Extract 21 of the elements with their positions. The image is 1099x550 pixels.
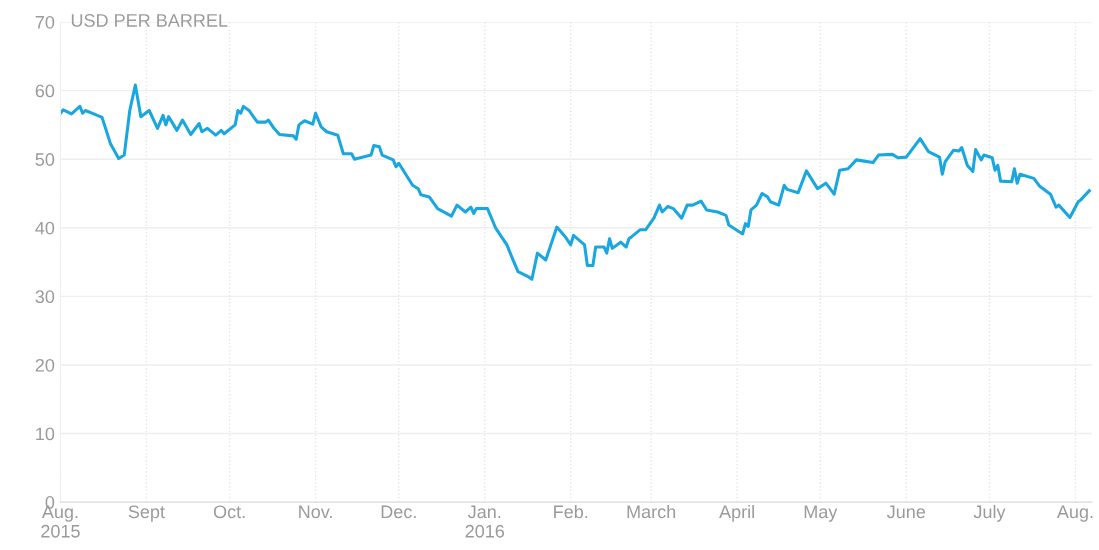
y-tick-label: 60 xyxy=(35,84,55,98)
y-tick-label: 20 xyxy=(35,358,55,372)
x-tick-label: May xyxy=(804,505,838,522)
y-tick-label: 50 xyxy=(35,153,55,166)
x-tick-label: Feb. xyxy=(554,504,588,519)
x-tick-label: Oct. xyxy=(213,505,245,519)
y-tick-label: 70 xyxy=(35,15,55,29)
y-tick-label: 30 xyxy=(35,290,55,304)
x-tick-label: Jan. 2016 xyxy=(465,505,505,538)
line-series xyxy=(60,83,1091,281)
y-axis-title: USD PER BARREL xyxy=(71,14,228,27)
x-tick-label: July xyxy=(973,504,1006,522)
x-tick-label: Aug. xyxy=(1056,505,1093,522)
y-tick-label: 40 xyxy=(35,221,55,235)
x-tick-label: June xyxy=(886,505,926,519)
x-tick-label: Sept xyxy=(128,505,165,522)
y-tick-label: 10 xyxy=(36,427,55,441)
x-tick-label: Nov. xyxy=(299,505,332,519)
x-tick-label: Dec. xyxy=(381,505,416,519)
x-tick-label: April xyxy=(719,504,754,522)
x-tick-label: March xyxy=(627,504,676,519)
